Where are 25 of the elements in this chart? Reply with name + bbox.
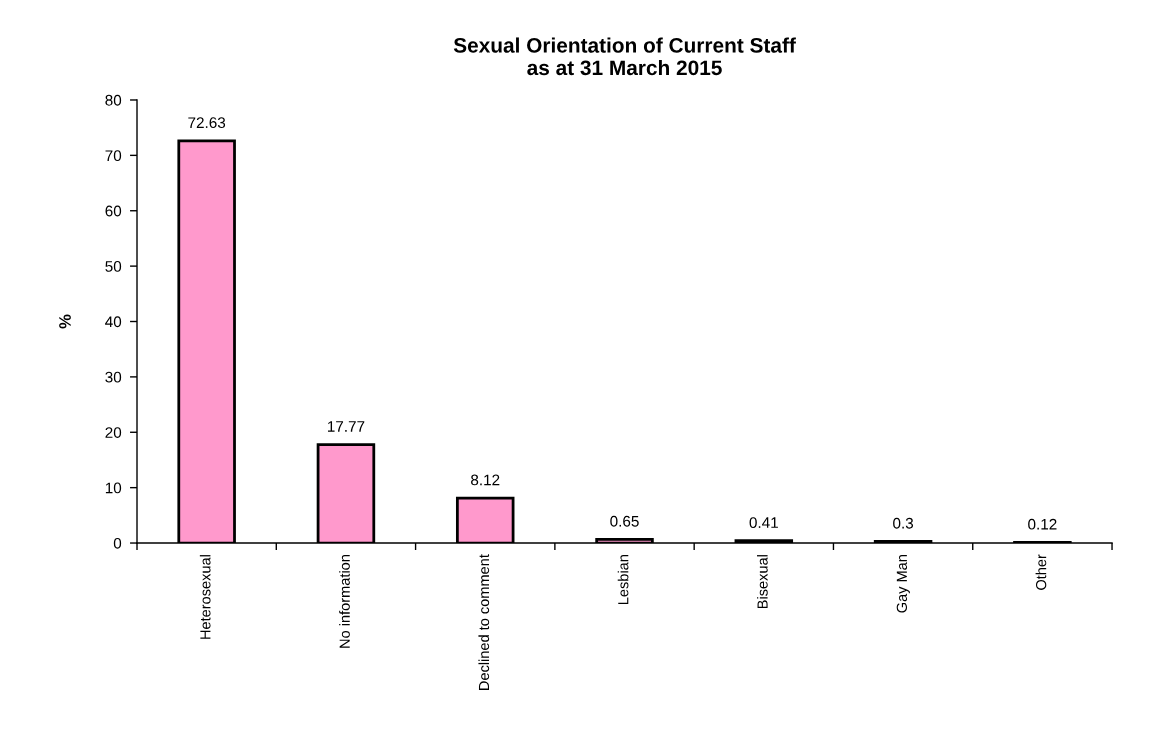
data-label: 0.12 (1028, 518, 1057, 530)
data-label: 72.63 (188, 117, 226, 129)
data-label: 17.77 (327, 421, 365, 432)
y-tick-label: 0 (113, 537, 122, 549)
x-tick-label: Lesbian (617, 555, 629, 605)
data-label: 0.3 (893, 517, 914, 529)
x-tick-label: Bisexual (757, 555, 768, 609)
y-tick-label: 50 (105, 260, 122, 272)
y-tick-label: 80 (105, 94, 122, 106)
y-tick-label: 30 (105, 371, 122, 383)
x-tick-label: Other (1035, 554, 1047, 590)
y-axis-title: % (59, 314, 71, 329)
y-tick-label: 40 (105, 316, 122, 328)
data-label: 0.65 (610, 515, 639, 527)
x-tick-label: Declined to comment (478, 554, 490, 690)
data-label: 8.12 (471, 474, 500, 486)
y-tick-label: 70 (105, 150, 122, 162)
x-tick-label: Gay Man (896, 555, 910, 613)
x-tick-label: Heterosexual (199, 555, 211, 639)
y-tick-label: 60 (105, 205, 122, 217)
y-tick-label: 20 (105, 427, 122, 438)
y-tick-label: 10 (105, 482, 122, 494)
data-label: 0.41 (749, 517, 778, 529)
chart-title: Sexual Orientation of Current Staff as at 31 March 2015 (453, 37, 796, 76)
x-tick-label: No information (339, 555, 350, 648)
